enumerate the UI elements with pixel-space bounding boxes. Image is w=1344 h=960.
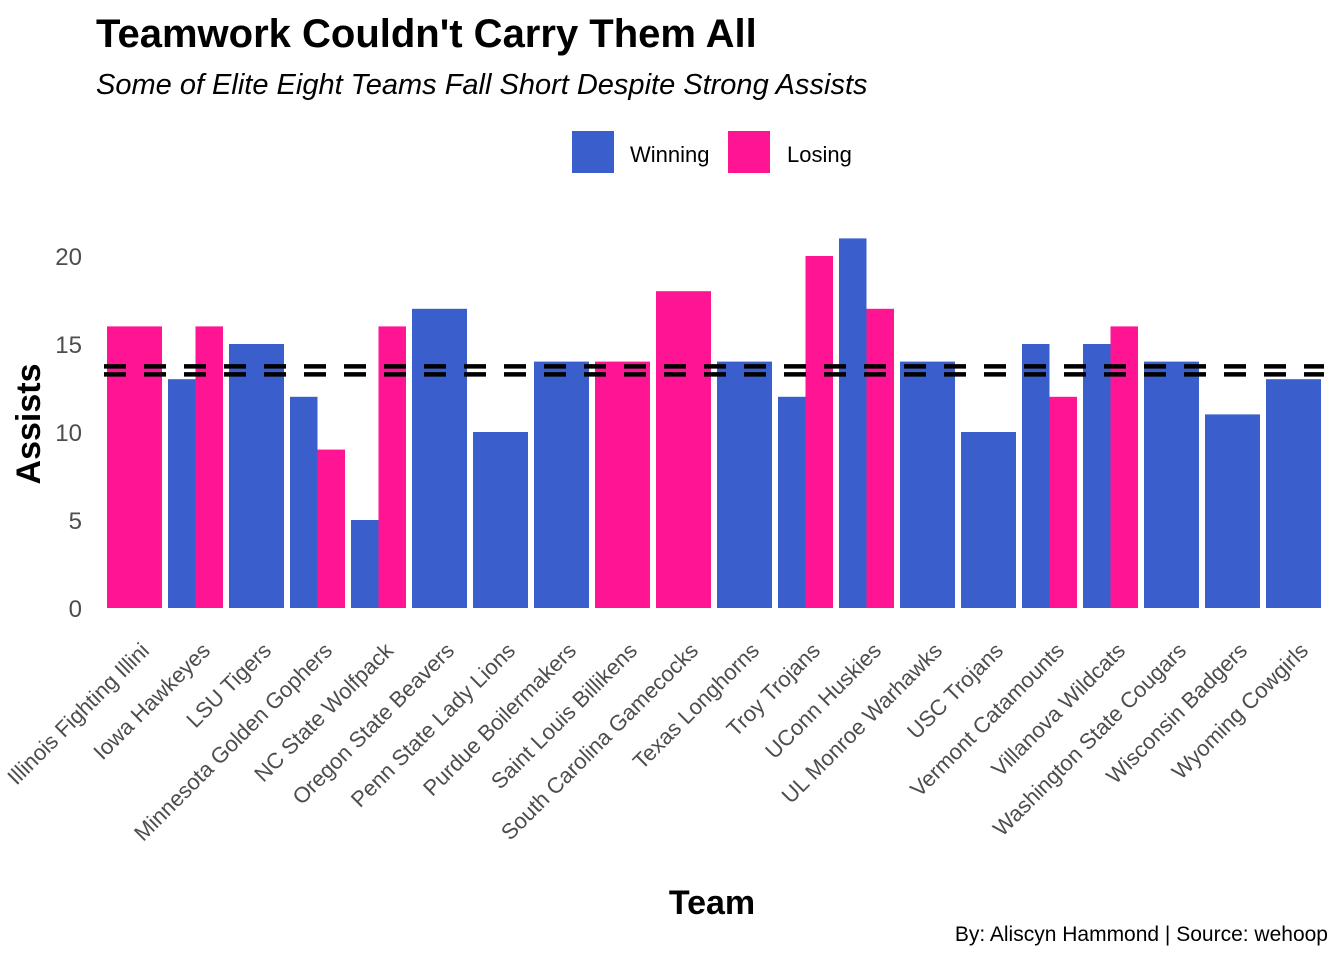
bars [107,238,1321,608]
bar-winning-nc-state-wolfpack [351,520,379,608]
legend-swatch-winning [572,131,614,173]
bar-winning-texas-longhorns [717,361,772,608]
bar-winning-washington-state-cougars [1144,361,1199,608]
bar-losing-vermont-catamounts [1049,396,1077,608]
bar-losing-minnesota-golden-gophers [317,449,345,608]
bar-winning-wisconsin-badgers [1205,414,1260,608]
bar-losing-saint-louis-billikens [595,361,650,608]
y-tick-label: 0 [69,596,82,623]
bar-winning-iowa-hawkeyes [168,379,196,608]
chart-subtitle: Some of Elite Eight Teams Fall Short Des… [96,69,868,101]
y-axis-title: Assists [10,364,48,485]
bar-winning-oregon-state-beavers [412,308,467,608]
bar-winning-minnesota-golden-gophers [290,396,318,608]
bar-winning-uconn-huskies [839,238,867,608]
legend: Winning Losing [572,131,852,173]
reference-line-group [104,364,1324,377]
bar-winning-troy-trojans [778,396,806,608]
bar-winning-ul-monroe-warhawks [900,361,955,608]
y-tick-label: 10 [55,420,82,447]
bar-winning-villanova-wildcats [1083,344,1111,608]
legend-label-winning: Winning [630,142,709,167]
bar-winning-purdue-boilermakers [534,361,589,608]
bar-losing-troy-trojans [805,256,833,608]
bar-winning-penn-state-lady-lions [473,432,528,608]
bar-winning-wyoming-cowgirls [1266,379,1321,608]
legend-label-losing: Losing [787,142,852,167]
caption: By: Aliscyn Hammond | Source: wehoop [955,923,1328,946]
x-axis-title: Team [669,884,755,922]
y-tick-label: 5 [69,508,82,535]
bar-losing-south-carolina-gamecocks [656,291,711,608]
legend-swatch-losing [728,131,770,173]
bar-winning-usc-trojans [961,432,1016,608]
bar-winning-vermont-catamounts [1022,344,1050,608]
bar-losing-uconn-huskies [866,308,894,608]
bar-winning-lsu-tigers [229,344,284,608]
y-axis-ticks: 0 5 10 15 20 [55,244,82,623]
chart-title: Teamwork Couldn't Carry Them All [96,12,757,56]
y-tick-label: 15 [55,332,82,359]
y-tick-label: 20 [55,244,82,271]
